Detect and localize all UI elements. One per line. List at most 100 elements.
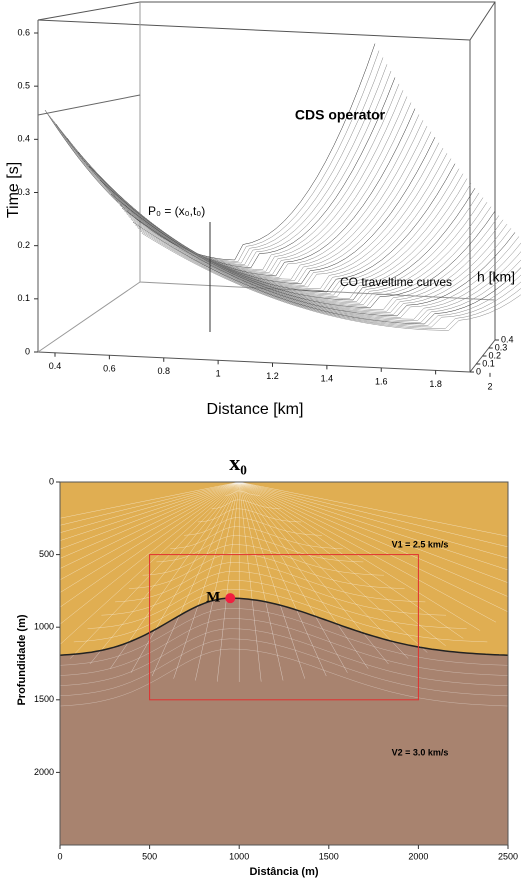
traveltime-curve	[141, 232, 521, 331]
ray	[239, 481, 512, 614]
ray	[239, 481, 521, 603]
y-tick-label: 1000	[34, 622, 54, 632]
v2-label: V2 = 3.0 km/s	[392, 747, 449, 757]
ray	[0, 481, 240, 531]
annotation: CDS operator	[295, 107, 386, 123]
y-tick-label: 0	[25, 346, 30, 356]
ray	[239, 481, 521, 563]
x-tick-label: 1	[216, 369, 221, 379]
y-tick-label: 0.6	[17, 27, 30, 37]
ray	[109, 481, 240, 669]
ray	[0, 481, 240, 541]
traveltime-curve	[139, 230, 521, 330]
wavefront	[59, 638, 509, 697]
x-tick-label: 1500	[319, 851, 339, 861]
traveltime-curve	[126, 213, 521, 320]
ray	[238, 481, 369, 669]
ray	[238, 481, 348, 673]
ray	[0, 481, 240, 630]
traveltime-curve	[69, 114, 420, 278]
ray	[0, 481, 240, 550]
y-tick-label: 2000	[34, 767, 54, 777]
x-tick-label: 1.8	[429, 379, 442, 389]
ray	[239, 481, 428, 653]
ray	[0, 481, 240, 572]
annotation: CO traveltime curves	[340, 275, 452, 289]
ray	[195, 481, 240, 681]
x-tick-label: 0.4	[49, 361, 62, 371]
wavefront	[59, 648, 509, 707]
traveltime-curve	[46, 50, 380, 262]
y-tick-label: 500	[39, 549, 54, 559]
y-axis-label: Profundidade (m)	[16, 614, 28, 705]
wavefront	[170, 526, 343, 549]
traveltime-curve	[49, 57, 384, 264]
y-tick-label: 1500	[34, 694, 54, 704]
point-m	[225, 593, 236, 604]
traveltime-curve	[132, 221, 521, 325]
ray	[0, 481, 240, 561]
velocity-model: M V1 = 2.5 km/s V2 = 3.0 km/s	[0, 481, 521, 846]
traveltime-curve	[110, 193, 496, 309]
ray	[0, 481, 240, 613]
ray	[0, 481, 240, 585]
ray	[239, 481, 464, 639]
ray	[238, 481, 327, 677]
x-tick-label: 1.4	[321, 374, 334, 384]
y-tick-label: 0.2	[17, 240, 30, 250]
wavefront	[184, 517, 322, 536]
traveltime-curve	[108, 191, 492, 307]
traveltime-curve	[115, 199, 504, 312]
z-tick-label: 0.2	[489, 350, 502, 360]
wavefront	[59, 608, 509, 666]
wavefront	[142, 544, 384, 576]
wavefront	[101, 571, 447, 616]
traveltime-curves	[44, 43, 521, 331]
y-tick-label: 0.5	[17, 81, 30, 91]
annotation: P₀ = (x₀,t₀)	[148, 204, 205, 218]
ray	[89, 481, 240, 665]
traveltime-curve	[62, 96, 408, 273]
z-tick-label: 0.3	[495, 342, 508, 352]
traveltime-curve	[106, 188, 488, 305]
wavefront	[197, 508, 302, 523]
z-tick-label: 0.1	[482, 358, 495, 368]
traveltime-curve	[124, 210, 520, 318]
wavefront	[211, 499, 281, 509]
traveltime-curve	[66, 108, 416, 277]
traveltime-curve	[128, 216, 521, 322]
ray	[32, 481, 240, 647]
x-tick-label: 0.6	[103, 364, 116, 374]
y-tick-label: 0	[49, 476, 54, 486]
traveltime-curve	[121, 207, 516, 317]
z-tick-label: 0	[476, 366, 481, 376]
ray	[130, 481, 240, 673]
ray	[238, 481, 306, 679]
ray	[151, 481, 240, 677]
ray	[239, 481, 481, 631]
traveltime-curve	[130, 218, 521, 323]
traveltime-curve	[137, 227, 521, 328]
ray	[238, 481, 284, 681]
x-tick-label: 1000	[229, 851, 249, 861]
traveltime-curve	[53, 70, 392, 267]
ray	[239, 481, 521, 540]
z-axis-label: h [km]	[477, 269, 515, 285]
traveltime-curve	[135, 224, 521, 326]
x-tick-label: 0.8	[157, 366, 170, 376]
y-axis-label: Time [s]	[5, 162, 22, 218]
x-tick-label: 1.2	[266, 371, 279, 381]
ray	[70, 481, 240, 659]
x-tick-label: 2500	[498, 851, 518, 861]
z-tick-label: 0.4	[501, 334, 514, 344]
y-tick-label: 0.4	[17, 134, 30, 144]
ray	[239, 481, 521, 575]
wavefront	[59, 618, 509, 676]
x-axis-label: Distance [km]	[207, 401, 304, 418]
ray	[238, 481, 262, 682]
ray	[239, 481, 521, 551]
ray	[239, 481, 497, 623]
v1-label: V1 = 2.5 km/s	[392, 539, 449, 549]
frame	[59, 481, 509, 846]
traveltime-curve	[104, 185, 484, 304]
